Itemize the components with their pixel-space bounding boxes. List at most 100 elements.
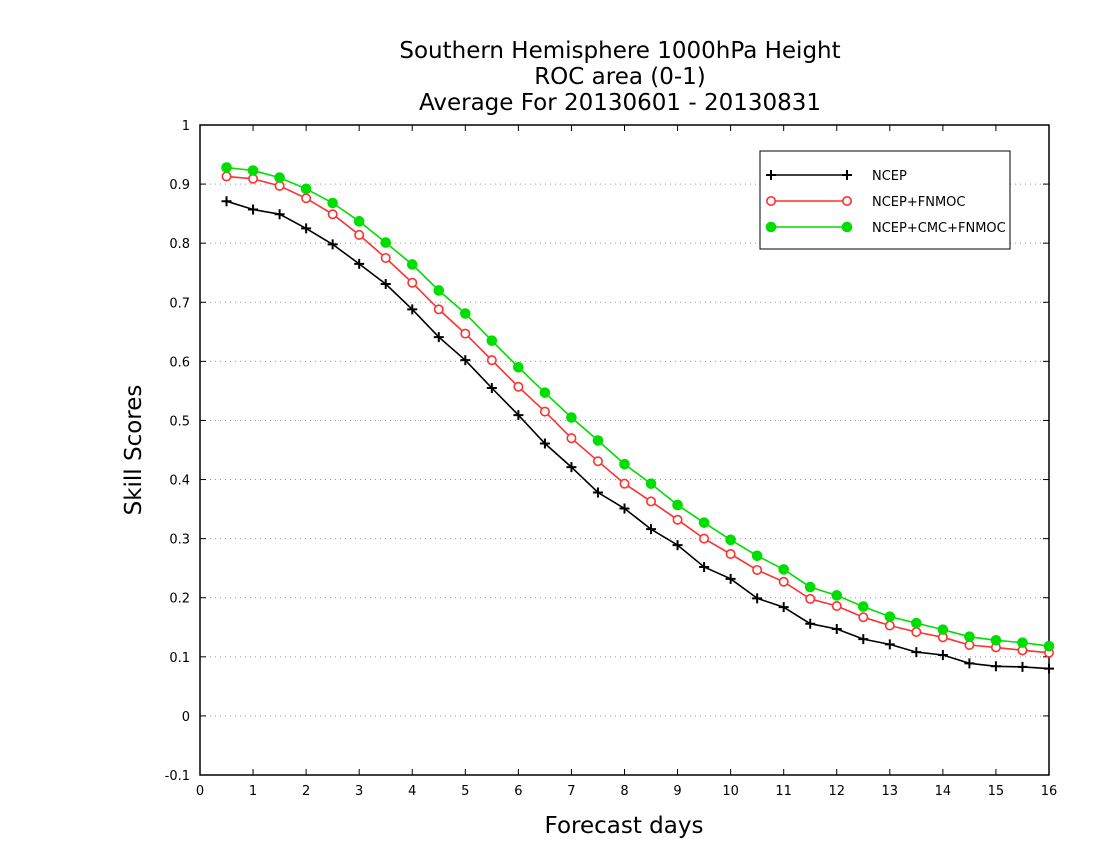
data-point-ncep-fnmoc <box>646 496 657 507</box>
data-point-ncep-cmc-fnmoc <box>539 387 551 398</box>
data-point-ncep-fnmoc <box>407 277 418 288</box>
y-tick-label: -0.1 <box>165 769 190 784</box>
chart-title: Southern Hemisphere 1000hPa Height ROC a… <box>399 38 840 116</box>
legend-label-ncep-fnmoc: NCEP+FNMOC <box>872 195 965 210</box>
y-tick-label: 0.4 <box>169 474 190 489</box>
data-point-ncep <box>990 661 1001 672</box>
data-point-ncep <box>1017 661 1028 672</box>
data-point-ncep-cmc-fnmoc <box>725 534 736 546</box>
data-point-ncep-fnmoc <box>805 593 816 604</box>
data-point-ncep-fnmoc <box>274 180 285 191</box>
data-point-ncep-cmc-fnmoc <box>327 197 338 209</box>
data-point-ncep <box>539 438 550 449</box>
data-point-ncep <box>486 382 497 393</box>
x-tick-label: 2 <box>302 784 310 799</box>
data-point-ncep-fnmoc <box>831 600 842 611</box>
data-point-ncep <box>699 562 710 572</box>
data-point-ncep-cmc-fnmoc <box>698 517 710 528</box>
x-tick-label: 13 <box>882 784 899 799</box>
data-point-ncep-cmc-fnmoc <box>831 590 843 601</box>
data-point-ncep-cmc-fnmoc <box>937 624 949 635</box>
data-point-ncep <box>327 239 338 250</box>
legend: NCEP NCEP+FNMOC NCEP+CMC+FNMOC <box>759 150 1011 250</box>
data-point-ncep-cmc-fnmoc <box>566 412 577 423</box>
y-tick-label: 0.8 <box>169 237 190 252</box>
data-point-ncep-fnmoc <box>566 433 577 444</box>
data-point-ncep-cmc-fnmoc <box>1043 640 1055 652</box>
x-tick-label: 14 <box>935 784 952 799</box>
y-tick-label: 0.6 <box>169 355 190 370</box>
x-tick-label: 3 <box>355 784 363 799</box>
data-point-ncep-fnmoc <box>752 564 763 575</box>
legend-marker-ncep-cmc-fnmoc <box>841 221 853 233</box>
series-line-ncep <box>226 200 1050 670</box>
series-lines <box>221 162 1055 674</box>
data-point-ncep-cmc-fnmoc <box>300 183 312 195</box>
x-tick-label: 12 <box>828 784 845 799</box>
legend-label-ncep: NCEP <box>872 169 907 184</box>
legend-label-ncep-cmc-fnmoc: NCEP+CMC+FNMOC <box>872 221 1006 236</box>
data-point-ncep-cmc-fnmoc <box>353 216 365 227</box>
data-point-ncep-fnmoc <box>699 533 710 544</box>
chart-title-line-1: Southern Hemisphere 1000hPa Height <box>399 38 840 64</box>
x-tick-label: 9 <box>673 784 681 799</box>
x-tick-label: 1 <box>249 784 257 799</box>
data-point-ncep-fnmoc <box>725 548 736 559</box>
data-point-ncep <box>407 304 418 315</box>
data-point-ncep <box>248 204 259 215</box>
x-tick-label: 7 <box>567 784 575 799</box>
data-point-ncep-cmc-fnmoc <box>672 499 683 511</box>
data-point-ncep <box>672 540 683 551</box>
data-point-ncep-fnmoc <box>248 173 259 184</box>
data-point-ncep-fnmoc <box>486 355 497 366</box>
x-tick-label: 6 <box>514 784 522 799</box>
data-point-ncep <box>911 647 922 658</box>
x-tick-label: 15 <box>988 784 1005 799</box>
y-tick-label: 0.7 <box>169 296 190 311</box>
data-point-ncep-fnmoc <box>380 252 391 263</box>
data-point-ncep <box>725 573 736 584</box>
legend-marker-ncep-cmc-fnmoc <box>765 221 777 233</box>
data-point-ncep-cmc-fnmoc <box>884 611 896 622</box>
legend-marker-ncep-fnmoc <box>841 196 852 207</box>
data-point-ncep-fnmoc <box>513 381 524 392</box>
x-tick-label: 8 <box>620 784 628 799</box>
data-point-ncep-cmc-fnmoc <box>274 172 285 183</box>
legend-marker-ncep <box>842 170 852 180</box>
legend-marker-ncep-fnmoc <box>765 196 776 207</box>
data-point-ncep <box>884 639 895 650</box>
data-point-ncep <box>964 658 975 669</box>
data-point-ncep-cmc-fnmoc <box>857 601 869 612</box>
data-point-ncep <box>937 650 948 661</box>
x-tick-label: 0 <box>196 784 204 799</box>
data-point-ncep-cmc-fnmoc <box>645 478 657 489</box>
data-point-ncep <box>778 602 789 613</box>
data-point-ncep-fnmoc <box>911 626 922 637</box>
data-point-ncep-fnmoc <box>964 639 975 650</box>
y-axis-title: Skill Scores <box>121 385 147 516</box>
data-point-ncep <box>301 223 312 234</box>
data-point-ncep <box>433 332 444 343</box>
data-point-ncep-cmc-fnmoc <box>804 581 816 593</box>
y-tick-label: 0.1 <box>169 651 190 666</box>
x-axis-title: Forecast days <box>545 813 704 839</box>
gridlines <box>200 183 1049 717</box>
data-point-ncep-cmc-fnmoc <box>751 550 763 562</box>
data-point-ncep-fnmoc <box>433 304 444 315</box>
data-point-ncep-cmc-fnmoc <box>592 435 604 446</box>
data-point-ncep <box>1044 663 1054 674</box>
data-point-ncep <box>592 487 603 498</box>
data-point-ncep-cmc-fnmoc <box>433 285 445 296</box>
data-point-ncep-fnmoc <box>354 229 365 240</box>
series-ncep-cmc-fnmoc <box>221 162 1055 652</box>
data-point-ncep <box>752 593 763 604</box>
data-point-ncep-fnmoc <box>327 209 338 220</box>
data-point-ncep <box>619 503 630 514</box>
data-point-ncep-cmc-fnmoc <box>247 165 259 176</box>
y-tick-label: 0.9 <box>169 178 190 193</box>
data-point-ncep-fnmoc <box>539 406 550 417</box>
x-tick-label: 11 <box>775 784 792 799</box>
data-point-ncep-fnmoc <box>221 171 232 182</box>
data-point-ncep-fnmoc <box>672 514 683 525</box>
